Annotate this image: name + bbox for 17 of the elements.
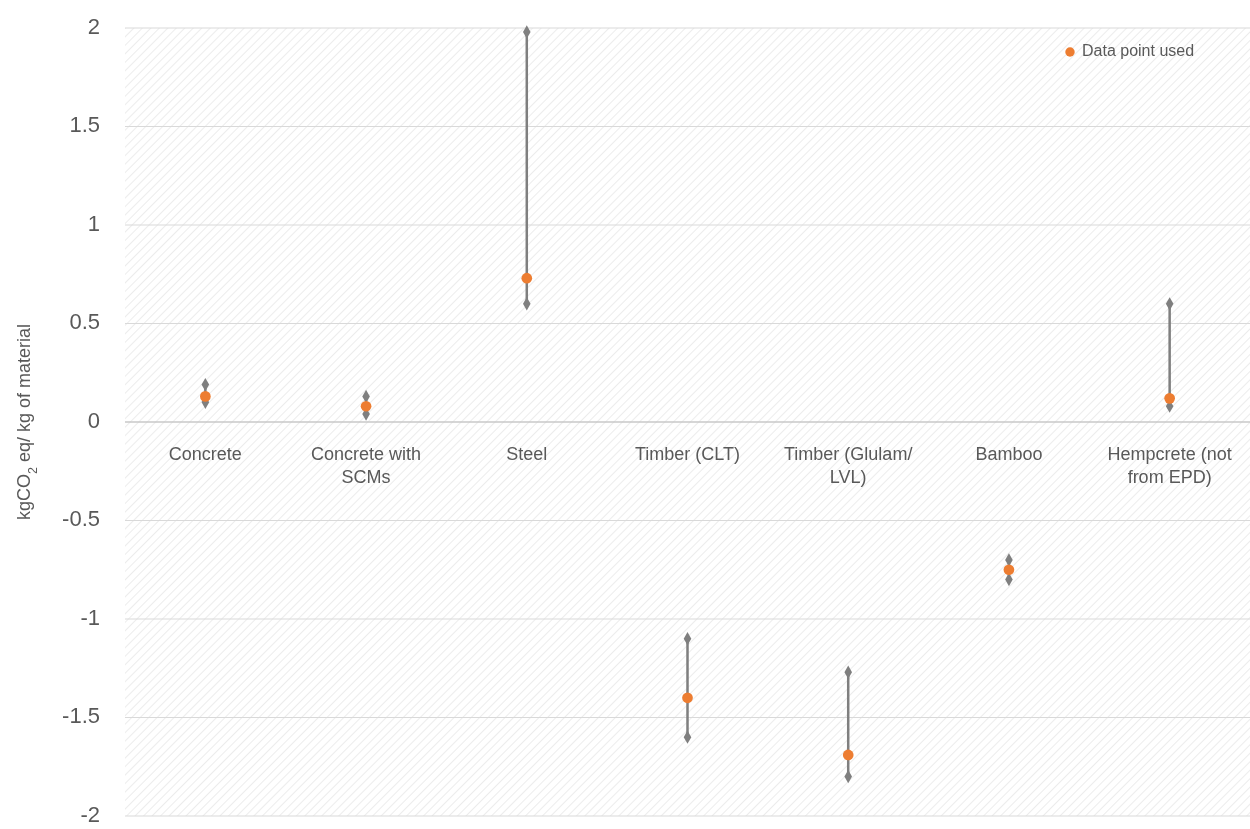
x-tick-label: Concrete with SCMs xyxy=(311,444,422,487)
x-tick-label: Concrete xyxy=(168,444,242,464)
y-tick-label: -2 xyxy=(80,801,100,827)
y-tick-label: 1 xyxy=(87,210,100,236)
y-tick-label: 2 xyxy=(87,13,100,39)
y-tick-label: -0.5 xyxy=(62,506,100,532)
legend-label: Data point used xyxy=(1082,42,1195,60)
y-tick-label: 0.5 xyxy=(69,309,100,335)
x-tick-label: Hempcrete (not from EPD) xyxy=(1107,444,1232,487)
y-tick-label: -1.5 xyxy=(62,703,100,729)
y-tick-label: -1 xyxy=(80,604,100,630)
x-tick-label: Bamboo xyxy=(975,444,1043,464)
x-tick-label: Steel xyxy=(506,444,548,464)
y-tick-label: 1.5 xyxy=(69,112,100,138)
x-tick-label: Timber (Glulam/ LVL) xyxy=(784,444,913,487)
x-tick-label: Timber (CLT) xyxy=(635,444,740,464)
y-tick-label: 0 xyxy=(87,407,100,433)
